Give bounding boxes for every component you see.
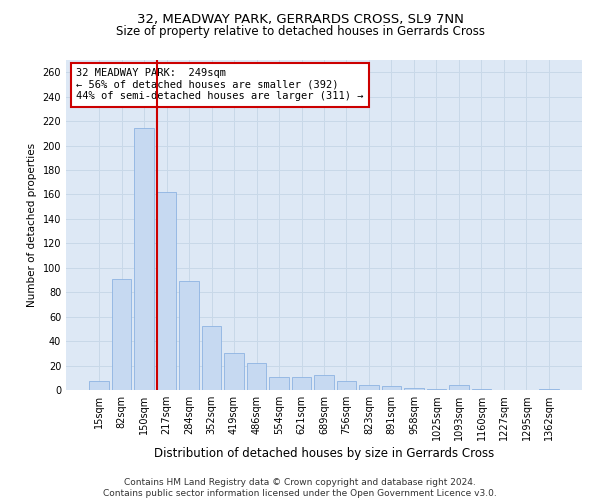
Bar (404, 388, 424, 390)
Text: 32, MEADWAY PARK, GERRARDS CROSS, SL9 7NN: 32, MEADWAY PARK, GERRARDS CROSS, SL9 7N… (137, 12, 463, 26)
Bar (472, 389, 491, 390)
Text: Size of property relative to detached houses in Gerrards Cross: Size of property relative to detached ho… (115, 25, 485, 38)
Bar (224, 354, 244, 390)
Bar (179, 281, 199, 390)
Bar (89, 382, 109, 390)
Bar (427, 389, 446, 390)
Bar (337, 382, 356, 390)
Bar (539, 389, 559, 390)
Bar (247, 363, 266, 390)
Bar (157, 192, 176, 390)
Bar (269, 376, 289, 390)
Bar (112, 279, 131, 390)
Bar (359, 385, 379, 390)
X-axis label: Distribution of detached houses by size in Gerrards Cross: Distribution of detached houses by size … (154, 448, 494, 460)
Bar (314, 376, 334, 390)
Bar (202, 326, 221, 390)
Bar (382, 386, 401, 390)
Bar (292, 376, 311, 390)
Y-axis label: Number of detached properties: Number of detached properties (27, 143, 37, 307)
Bar (449, 385, 469, 390)
Text: 32 MEADWAY PARK:  249sqm
← 56% of detached houses are smaller (392)
44% of semi-: 32 MEADWAY PARK: 249sqm ← 56% of detache… (76, 68, 364, 102)
Text: Contains HM Land Registry data © Crown copyright and database right 2024.
Contai: Contains HM Land Registry data © Crown c… (103, 478, 497, 498)
Bar (134, 128, 154, 390)
